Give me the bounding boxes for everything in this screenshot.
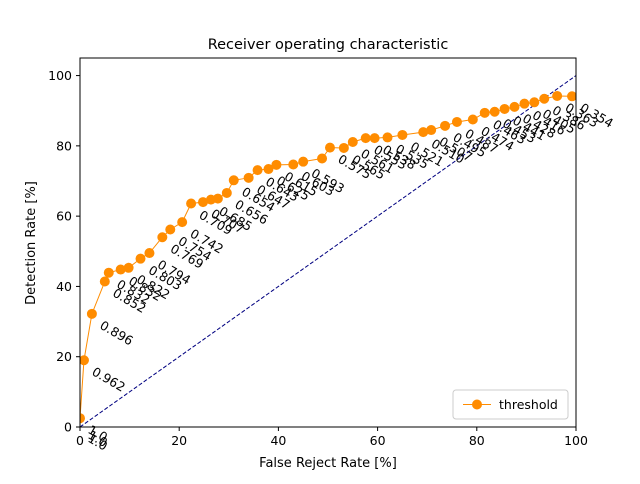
threshold-point	[288, 159, 299, 170]
y-tick-label: 40	[56, 279, 72, 294]
y-tick-label: 60	[56, 209, 72, 224]
threshold-point	[165, 224, 176, 235]
threshold-point	[509, 101, 520, 112]
threshold-point	[451, 116, 462, 127]
threshold-point	[177, 217, 188, 228]
x-tick-label: 40	[270, 433, 286, 448]
threshold-point	[271, 159, 282, 170]
threshold-point	[80, 413, 85, 424]
diagonal-reference-line	[80, 75, 576, 427]
threshold-point	[382, 132, 393, 143]
threshold-point	[489, 106, 500, 117]
threshold-point	[426, 125, 437, 136]
threshold-point	[263, 164, 274, 175]
threshold-point	[252, 165, 263, 176]
plot-layer	[80, 75, 576, 427]
x-tick-label: 100	[564, 433, 588, 448]
threshold-point	[123, 262, 134, 273]
threshold-point	[86, 308, 97, 319]
legend-box	[452, 389, 569, 420]
y-axis-label: Detection Rate [%]	[24, 181, 39, 305]
x-tick-label: 0	[76, 433, 84, 448]
threshold-point	[103, 267, 114, 278]
threshold-point	[243, 172, 254, 183]
x-tick-label: 80	[469, 433, 485, 448]
threshold-point	[157, 232, 168, 243]
threshold-point	[519, 98, 530, 109]
legend-label: threshold	[499, 397, 558, 412]
threshold-point	[338, 142, 349, 153]
threshold-point	[317, 153, 328, 164]
threshold-point	[467, 114, 478, 125]
threshold-point	[186, 198, 197, 209]
axes-layer: 0 20 40 60 80 100 0 20 40 60 80 100	[48, 57, 588, 448]
threshold-point	[529, 97, 540, 108]
threshold-point	[397, 129, 408, 140]
threshold-point	[567, 91, 576, 102]
threshold-point	[80, 355, 89, 366]
threshold-point	[440, 120, 451, 131]
x-tick-label: 60	[370, 433, 386, 448]
threshold-point	[479, 107, 490, 118]
y-tick-label: 80	[56, 138, 72, 153]
threshold-point	[539, 93, 550, 104]
legend: threshold	[452, 389, 569, 420]
threshold-point	[228, 175, 239, 186]
threshold-point	[499, 103, 510, 114]
threshold-point	[221, 187, 232, 198]
axes-frame	[79, 57, 577, 428]
threshold-point	[369, 133, 380, 144]
x-tick-label: 20	[171, 433, 187, 448]
x-axis-label: False Reject Rate [%]	[259, 456, 397, 471]
threshold-point	[324, 142, 335, 153]
threshold-point	[347, 136, 358, 147]
y-tick-label: 0	[64, 420, 72, 435]
threshold-point	[99, 276, 110, 287]
legend-marker-swatch	[472, 399, 482, 410]
threshold-point	[298, 156, 309, 167]
threshold-point	[144, 248, 155, 259]
y-tick-label: 100	[48, 68, 72, 83]
threshold-point	[360, 133, 371, 144]
threshold-point	[552, 90, 563, 101]
chart-title: Receiver operating characteristic	[208, 37, 449, 53]
y-tick-label: 20	[56, 349, 72, 364]
threshold-point	[135, 253, 146, 264]
threshold-point	[212, 193, 223, 204]
